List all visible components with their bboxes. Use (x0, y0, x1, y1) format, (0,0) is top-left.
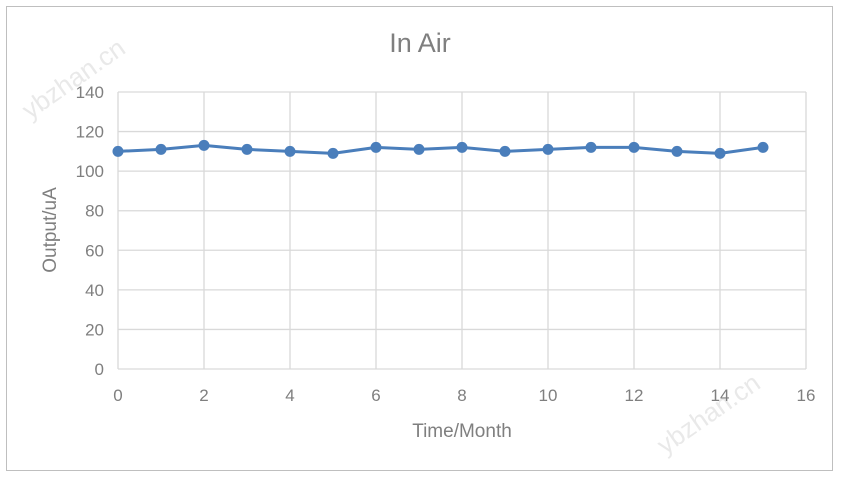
data-point (714, 147, 726, 159)
data-point (499, 145, 511, 157)
y-tick-label: 100 (76, 162, 104, 181)
data-point (198, 139, 210, 151)
data-point (112, 145, 124, 157)
data-point (456, 141, 468, 153)
data-point (155, 143, 167, 155)
series-layer (112, 139, 769, 159)
x-axis-title: Time/Month (412, 421, 512, 442)
x-axis-tick-labels: 0 2 4 6 8 10 12 14 16 (113, 386, 815, 405)
data-point (671, 145, 683, 157)
y-tick-label: 40 (85, 281, 104, 300)
y-tick-label: 140 (76, 83, 104, 102)
watermark-text: ybzhan.cn (651, 367, 765, 460)
chart-frame (6, 6, 833, 471)
data-point (628, 141, 640, 153)
x-tick-label: 14 (711, 386, 730, 405)
x-tick-label: 16 (797, 386, 816, 405)
data-point (370, 141, 382, 153)
data-point (284, 145, 296, 157)
data-point (327, 147, 339, 159)
x-tick-label: 6 (371, 386, 380, 405)
series-line (117, 143, 764, 155)
y-tick-label: 120 (76, 123, 104, 142)
x-tick-label: 2 (199, 386, 208, 405)
y-tick-label: 0 (95, 360, 104, 379)
data-point (241, 143, 253, 155)
x-tick-label: 10 (539, 386, 558, 405)
x-tick-label: 0 (113, 386, 122, 405)
watermark-layer: ybzhan.cn ybzhan.cn (16, 32, 765, 460)
chart-title: In Air (389, 28, 451, 58)
grid-layer (117, 91, 807, 370)
x-tick-label: 4 (285, 386, 294, 405)
y-tick-label: 60 (85, 241, 104, 260)
data-point (757, 141, 769, 153)
y-axis-title: Output/uA (40, 187, 61, 273)
x-tick-label: 8 (457, 386, 466, 405)
y-axis-tick-labels: 0 20 40 60 80 100 120 140 (76, 83, 104, 379)
data-point (585, 141, 597, 153)
watermark-text: ybzhan.cn (16, 32, 130, 125)
data-point (542, 143, 554, 155)
y-tick-label: 80 (85, 202, 104, 221)
data-point (413, 143, 425, 155)
x-tick-label: 12 (625, 386, 644, 405)
y-tick-label: 20 (85, 320, 104, 339)
